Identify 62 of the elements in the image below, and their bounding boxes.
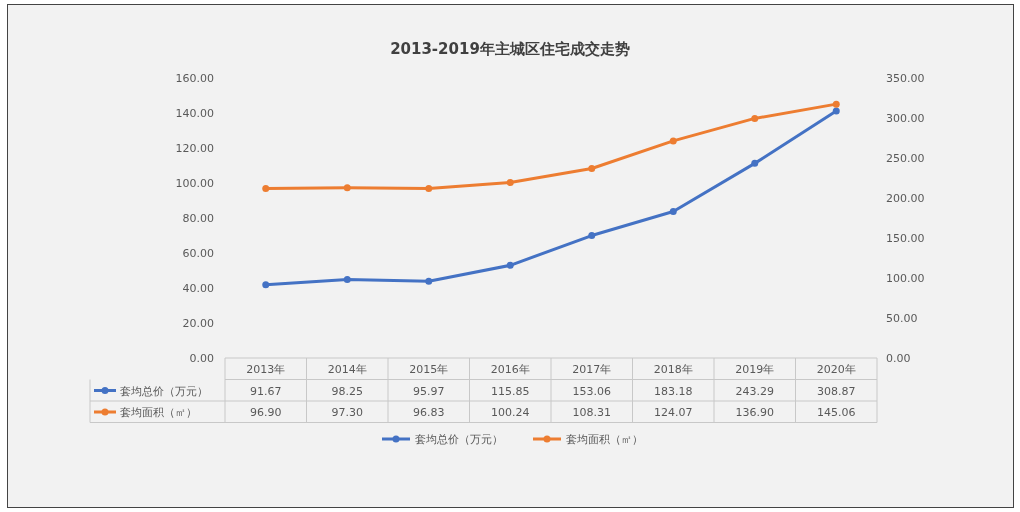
- y-tick-label: 160.00: [175, 72, 214, 85]
- y2-tick-label: 50.00: [886, 312, 918, 325]
- point: [669, 137, 677, 145]
- y2-tick-label: 200.00: [886, 192, 925, 205]
- chart-title: 2013-2019年主城区住宅成交走势: [390, 40, 630, 58]
- x-tick-label: 2013年: [246, 363, 286, 376]
- y-tick-label: 120.00: [175, 142, 214, 155]
- legend-label: 套均面积（㎡）: [120, 406, 197, 419]
- y2-tick-label: 0.00: [886, 352, 911, 365]
- point: [588, 164, 596, 172]
- data-label: 98.25: [331, 384, 363, 398]
- x-tick-label: 2015年: [409, 363, 449, 376]
- data-label: 95.97: [413, 384, 445, 398]
- point: [751, 159, 759, 167]
- point: [506, 179, 514, 187]
- point: [262, 184, 270, 192]
- data-label: 115.85: [491, 384, 530, 398]
- point: [669, 207, 677, 215]
- data-label: 243.29: [735, 384, 774, 398]
- point: [343, 275, 351, 283]
- x-tick-label: 2014年: [327, 363, 367, 376]
- y-tick-label: 60.00: [182, 247, 214, 260]
- point: [425, 277, 433, 285]
- x-tick-label: 2016年: [490, 363, 530, 376]
- data-label: 136.90: [735, 406, 774, 419]
- point: [506, 261, 514, 269]
- point: [751, 114, 759, 122]
- x-tick-label: 2018年: [653, 363, 693, 376]
- point: [832, 107, 840, 115]
- y-tick-label: 140.00: [175, 107, 214, 120]
- data-label: 308.87: [817, 384, 856, 398]
- x-tick-label: 2019年: [735, 363, 775, 376]
- text: 套均总价（万元）: [415, 433, 503, 446]
- data-label: 108.31: [572, 406, 611, 419]
- data-label: 183.18: [654, 384, 693, 398]
- y2-tick-label: 250.00: [886, 152, 925, 165]
- y2-tick-label: 150.00: [886, 232, 925, 245]
- point: [425, 185, 433, 193]
- data-label: 100.24: [491, 406, 530, 419]
- data-label: 153.06: [572, 384, 611, 398]
- text: 套均面积（㎡）: [566, 433, 643, 446]
- point: [832, 100, 840, 108]
- data-label: 91.67: [250, 384, 282, 398]
- point: [262, 281, 270, 289]
- data-label: 145.06: [817, 406, 856, 419]
- data-label: 96.83: [413, 406, 445, 419]
- y2-tick-label: 350.00: [886, 72, 925, 85]
- x-tick-label: 2020年: [816, 363, 856, 376]
- y-tick-label: 100.00: [175, 177, 214, 190]
- point: [588, 232, 596, 240]
- y-tick-label: 40.00: [182, 282, 214, 295]
- data-label: 96.90: [250, 406, 282, 419]
- y-tick-label: 20.00: [182, 317, 214, 330]
- y2-tick-label: 100.00: [886, 272, 925, 285]
- data-label: 124.07: [654, 406, 693, 419]
- y2-tick-label: 300.00: [886, 112, 925, 125]
- point: [343, 184, 351, 192]
- data-label: 97.30: [331, 406, 363, 419]
- y-tick-label: 0.00: [189, 352, 214, 365]
- y-tick-label: 80.00: [182, 212, 214, 225]
- x-tick-label: 2017年: [572, 363, 612, 376]
- legend-label: 套均总价（万元）: [120, 384, 208, 398]
